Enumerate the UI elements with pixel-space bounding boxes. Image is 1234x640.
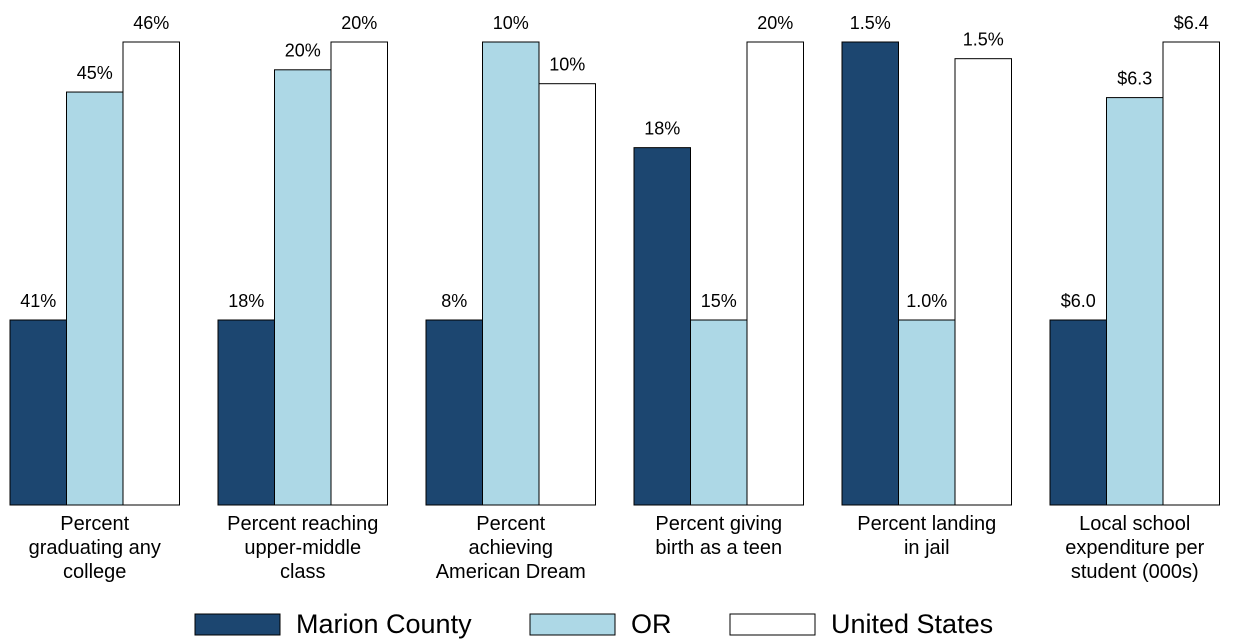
bar <box>425 319 483 506</box>
value-label: 45% <box>77 63 113 83</box>
value-label: $6.4 <box>1174 13 1209 33</box>
bar <box>1049 319 1107 506</box>
bar <box>9 319 67 506</box>
bar <box>1106 97 1164 506</box>
bar <box>482 41 540 506</box>
value-label: 20% <box>341 13 377 33</box>
bar <box>66 91 124 506</box>
legend-label: OR <box>631 609 672 639</box>
legend-swatch <box>194 613 281 636</box>
value-label: 8% <box>441 291 467 311</box>
legend-label: Marion County <box>296 609 472 639</box>
value-label: 10% <box>493 13 529 33</box>
bar <box>746 41 804 506</box>
bar <box>538 83 596 506</box>
bar <box>274 69 332 506</box>
legend-swatch <box>529 613 616 636</box>
bar <box>690 319 748 506</box>
x-tick-label: Percent giving birth as a teen <box>655 513 783 559</box>
value-label: 46% <box>133 13 169 33</box>
value-label: 15% <box>701 291 737 311</box>
bar <box>633 147 691 506</box>
bar <box>122 41 180 506</box>
x-tick-label: Local school expenditure per student (00… <box>1065 513 1205 583</box>
value-label: 1.5% <box>850 13 891 33</box>
bar <box>330 41 388 506</box>
value-label: 10% <box>549 54 585 74</box>
bar <box>217 319 275 506</box>
value-label: $6.3 <box>1117 68 1152 88</box>
value-label: 20% <box>285 41 321 61</box>
value-label: 18% <box>228 291 264 311</box>
value-label: 1.0% <box>906 291 947 311</box>
value-label: 41% <box>20 291 56 311</box>
x-tick-label: Percent graduating any college <box>28 513 161 583</box>
bar <box>1162 41 1220 506</box>
x-tick-label: Percent landing in jail <box>857 513 997 559</box>
x-tick-label: Percent achieving American Dream <box>435 513 586 583</box>
bar <box>954 58 1012 506</box>
bar <box>841 41 899 506</box>
value-label: 18% <box>644 118 680 138</box>
x-tick-label: Percent reaching upper-middle class <box>227 513 379 583</box>
legend-swatch <box>729 613 816 636</box>
value-label: $6.0 <box>1061 291 1096 311</box>
legend-label: United States <box>831 609 993 639</box>
value-label: 20% <box>757 13 793 33</box>
bar <box>898 319 956 506</box>
value-label: 1.5% <box>963 29 1004 49</box>
